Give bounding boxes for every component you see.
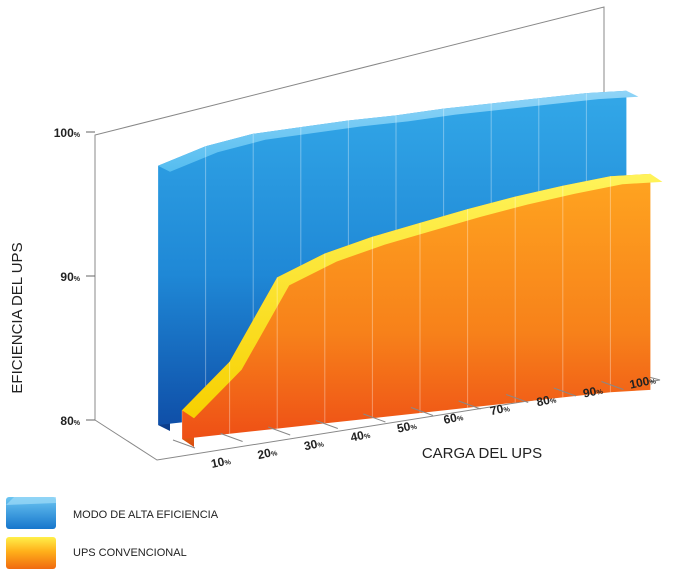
legend-label-modo-alta-eficiencia: MODO DE ALTA EFICIENCIA (73, 509, 219, 521)
x-tick-unit: % (317, 441, 325, 449)
x-tick-label: 70% (489, 400, 512, 418)
x-tick-label: 40% (349, 427, 372, 445)
floor-tick-8 (506, 394, 529, 403)
orange-ribbon-top-face (182, 173, 663, 419)
floor-tick-1 (172, 439, 196, 449)
floor-tick-5 (363, 413, 386, 423)
y-tick-label: 90% (60, 270, 80, 284)
y-tick-unit: % (74, 276, 81, 283)
blue-ribbon-top-face (158, 90, 639, 172)
x-tick-label: 20% (256, 444, 279, 462)
x-tick-number: 40 (349, 428, 365, 445)
floor-tick-6 (410, 407, 434, 416)
x-tick-unit: % (364, 432, 372, 440)
floor-grid (172, 381, 624, 449)
y-tick-number: 80 (60, 414, 74, 428)
x-tick-unit: % (503, 406, 511, 414)
x-tick-label: 80% (535, 391, 558, 409)
x-tick-unit: % (649, 378, 657, 386)
floor-tick-10 (601, 381, 624, 390)
x-tick-unit: % (596, 388, 604, 396)
legend: MODO DE ALTA EFICIENCIA UPS CONVENCIONAL (6, 497, 219, 569)
x-tick-number: 60 (442, 410, 458, 427)
x-tick-unit: % (457, 415, 465, 423)
floor-tick-4 (315, 420, 338, 429)
legend-item-modo-alta-eficiencia: MODO DE ALTA EFICIENCIA (6, 497, 219, 529)
x-tick-label: 90% (582, 383, 605, 401)
legend-swatch-orange (6, 537, 56, 569)
series-ups-convencional (181, 173, 663, 447)
x-axis-title: CARGA DEL UPS (422, 445, 542, 462)
y-tick-unit: % (74, 420, 81, 427)
x-tick-unit: % (271, 450, 279, 458)
legend-swatch-blue-top (6, 497, 56, 505)
y-tick-labels: 80%90%100% (54, 126, 81, 428)
x-tick-number: 90 (582, 384, 598, 401)
x-tick-unit: % (550, 397, 558, 405)
x-tick-number: 10 (210, 454, 226, 471)
x-tick-number: 100 (628, 374, 651, 392)
x-tick-label: 60% (442, 409, 465, 427)
x-tick-label: 100% (628, 372, 657, 391)
legend-label-ups-convencional: UPS CONVENCIONAL (73, 547, 187, 559)
y-tick-number: 100 (54, 126, 74, 140)
x-tick-label: 50% (396, 418, 419, 436)
x-tick-unit: % (410, 424, 418, 432)
orange-ribbon-front-face (182, 173, 651, 440)
x-tick-label: 10% (210, 453, 233, 471)
y-axis-title: EFICIENCIA DEL UPS (9, 242, 26, 393)
floor-tick-3 (268, 426, 291, 436)
x-tick-number: 80 (535, 393, 551, 410)
y-tick-label: 100% (54, 126, 81, 140)
x-tick-labels: 10%20%30%40%50%60%70%80%90%100% (210, 372, 658, 471)
legend-swatch-blue (6, 497, 56, 529)
y-tick-unit: % (74, 132, 81, 139)
x-tick-number: 20 (256, 446, 272, 463)
floor-tick-7 (458, 400, 481, 410)
legend-item-ups-convencional: UPS CONVENCIONAL (6, 537, 187, 569)
floor-tick-9 (553, 387, 576, 397)
x-tick-label: 30% (303, 435, 326, 453)
y-tick-label: 80% (60, 414, 80, 428)
x-tick-unit: % (224, 459, 232, 467)
x-tick-number: 70 (489, 402, 505, 419)
x-tick-number: 30 (303, 437, 319, 454)
floor-tick-2 (220, 433, 243, 442)
y-tick-number: 90 (60, 270, 74, 284)
x-tick-number: 50 (396, 419, 412, 436)
